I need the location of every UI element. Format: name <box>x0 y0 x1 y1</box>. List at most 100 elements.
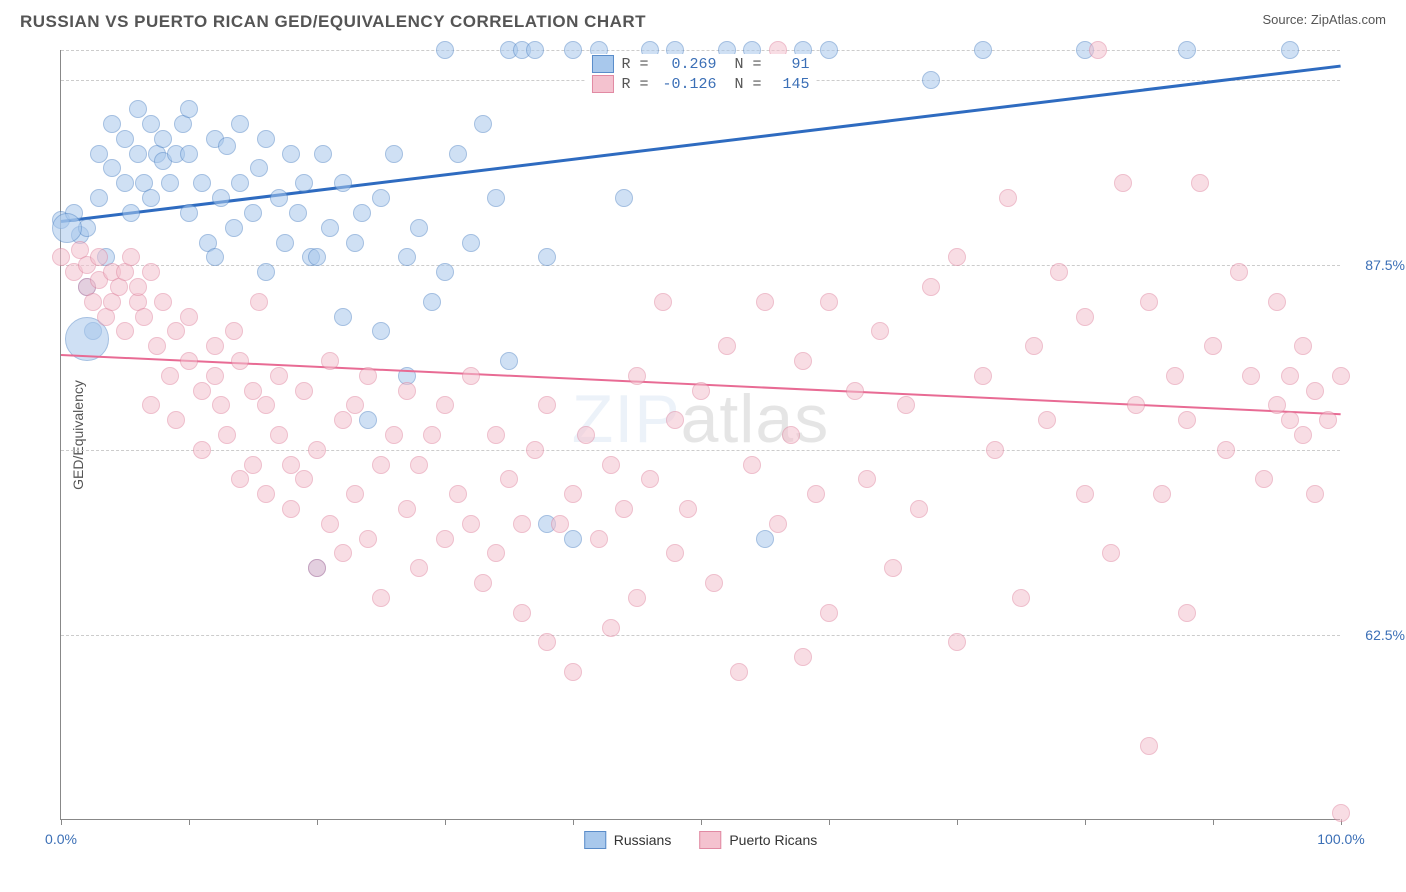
data-point <box>129 100 147 118</box>
data-point <box>538 248 556 266</box>
data-point <box>1217 441 1235 459</box>
legend-swatch <box>584 831 606 849</box>
data-point <box>372 589 390 607</box>
n-label: N = <box>735 76 762 93</box>
data-point <box>90 248 108 266</box>
data-point <box>910 500 928 518</box>
data-point <box>858 470 876 488</box>
data-point <box>1153 485 1171 503</box>
data-point <box>564 663 582 681</box>
data-point <box>436 263 454 281</box>
data-point <box>1076 308 1094 326</box>
y-tick-label: 87.5% <box>1365 257 1405 273</box>
data-point <box>1294 337 1312 355</box>
data-point <box>897 396 915 414</box>
data-point <box>295 470 313 488</box>
data-point <box>295 382 313 400</box>
data-point <box>334 544 352 562</box>
data-point <box>1050 263 1068 281</box>
data-point <box>385 145 403 163</box>
data-point <box>718 337 736 355</box>
data-point <box>423 426 441 444</box>
data-point <box>135 308 153 326</box>
data-point <box>90 145 108 163</box>
data-point <box>314 145 332 163</box>
data-point <box>410 219 428 237</box>
data-point <box>705 574 723 592</box>
data-point <box>1306 485 1324 503</box>
data-point <box>999 189 1017 207</box>
data-point <box>1281 367 1299 385</box>
data-point <box>436 41 454 59</box>
data-point <box>231 352 249 370</box>
data-point <box>142 115 160 133</box>
data-point <box>1204 337 1222 355</box>
data-point <box>270 189 288 207</box>
legend-row: R =-0.126N =145 <box>585 74 815 94</box>
data-point <box>590 530 608 548</box>
data-point <box>212 396 230 414</box>
y-tick-label: 62.5% <box>1365 627 1405 643</box>
data-point <box>1294 426 1312 444</box>
data-point <box>353 204 371 222</box>
data-point <box>1012 589 1030 607</box>
series-legend: RussiansPuerto Ricans <box>584 831 818 849</box>
data-point <box>180 308 198 326</box>
data-point <box>769 515 787 533</box>
data-point <box>334 308 352 326</box>
data-point <box>743 456 761 474</box>
data-point <box>577 426 595 444</box>
data-point <box>948 633 966 651</box>
data-point <box>193 382 211 400</box>
data-point <box>1140 737 1158 755</box>
data-point <box>167 322 185 340</box>
data-point <box>1114 174 1132 192</box>
legend-label: Russians <box>614 832 672 848</box>
data-point <box>679 500 697 518</box>
data-point <box>1038 411 1056 429</box>
data-point <box>193 441 211 459</box>
data-point <box>462 367 480 385</box>
r-label: R = <box>621 76 648 93</box>
data-point <box>628 367 646 385</box>
data-point <box>282 145 300 163</box>
data-point <box>161 174 179 192</box>
data-point <box>1255 470 1273 488</box>
x-tick <box>189 819 190 825</box>
data-point <box>974 41 992 59</box>
data-point <box>500 352 518 370</box>
data-point <box>103 159 121 177</box>
data-point <box>602 619 620 637</box>
n-value: 91 <box>770 56 810 73</box>
data-point <box>276 234 294 252</box>
data-point <box>500 470 518 488</box>
data-point <box>398 382 416 400</box>
data-point <box>538 633 556 651</box>
data-point <box>641 470 659 488</box>
data-point <box>487 426 505 444</box>
data-point <box>1140 293 1158 311</box>
data-point <box>436 396 454 414</box>
data-point <box>526 41 544 59</box>
data-point <box>449 145 467 163</box>
n-label: N = <box>735 56 762 73</box>
data-point <box>436 530 454 548</box>
data-point <box>257 263 275 281</box>
data-point <box>1242 367 1260 385</box>
data-point <box>218 426 236 444</box>
data-point <box>1102 544 1120 562</box>
n-value: 145 <box>770 76 810 93</box>
data-point <box>218 137 236 155</box>
data-point <box>90 189 108 207</box>
data-point <box>513 604 531 622</box>
data-point <box>206 367 224 385</box>
data-point <box>1178 41 1196 59</box>
data-point <box>308 441 326 459</box>
x-tick <box>701 819 702 825</box>
data-point <box>1127 396 1145 414</box>
data-point <box>116 174 134 192</box>
data-point <box>794 648 812 666</box>
data-point <box>231 115 249 133</box>
data-point <box>410 559 428 577</box>
data-point <box>884 559 902 577</box>
